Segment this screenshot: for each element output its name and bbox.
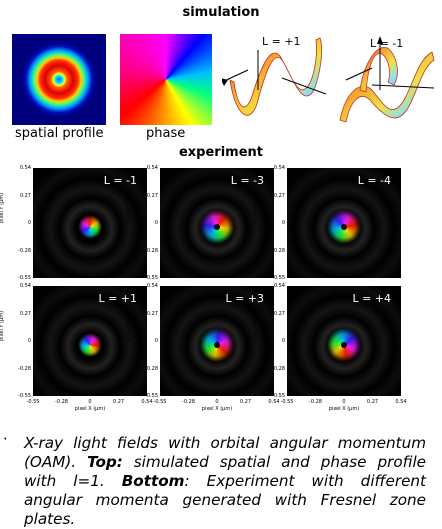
experiment-panel: L = -1 [33, 168, 147, 278]
panel-l-label: L = -1 [103, 174, 137, 187]
x-tick-label: -0.55 [280, 399, 294, 405]
y-tick-label: 0 [281, 220, 285, 226]
x-tick-label: 0.27 [366, 399, 379, 405]
y-tick-label: 0 [281, 338, 285, 344]
panel-l-label: L = +4 [352, 292, 391, 305]
x-tick-label: -0.28 [309, 399, 322, 405]
y-tick-label: 0.27 [273, 310, 285, 317]
spatial-profile-caption: spatial profile [15, 126, 104, 141]
summary-part-top: simulated spatial and phase profile with… [24, 453, 427, 490]
x-axis-label: pixel X (µm) [328, 406, 360, 412]
y-tick-label: -0.55 [18, 393, 31, 399]
x-tick-label: 0.54 [268, 399, 280, 405]
y-tick-label: 0 [27, 338, 31, 344]
experiment-panel: L = -3 [160, 168, 274, 278]
y-tick-label: 0.27 [19, 192, 31, 199]
x-tick-label: 0.54 [395, 399, 407, 405]
vortex-core [341, 342, 347, 348]
vortex-core [214, 224, 220, 230]
y-tick-label: 0.27 [19, 310, 31, 317]
y-tick-label: -0.28 [272, 365, 285, 372]
experiment-panel: L = -4 [287, 168, 401, 278]
y-tick-label: -0.28 [272, 247, 285, 254]
y-axis-label: pixel Y (µm) [0, 310, 5, 341]
y-tick-label: -0.55 [145, 275, 158, 281]
helix-plus-one-label: L = +1 [262, 35, 301, 48]
x-tick-label: 0.54 [141, 399, 153, 405]
phase-caption: phase [146, 126, 186, 141]
y-tick-label: 0.54 [273, 165, 285, 171]
y-tick-label: -0.55 [18, 275, 31, 281]
x-tick-label: 0.27 [112, 399, 125, 405]
y-axis-label: pixel Y (µm) [253, 192, 259, 223]
x-axis-label: pixel X (µm) [74, 406, 106, 412]
spatial-profile-image [12, 34, 106, 125]
y-tick-label: 0 [154, 220, 158, 226]
y-tick-label: 0.54 [273, 283, 285, 289]
y-tick-label: 0.27 [146, 310, 158, 317]
y-tick-label: -0.55 [145, 393, 158, 399]
y-tick-label: -0.55 [272, 275, 285, 281]
simulation-heading: simulation [182, 5, 260, 20]
summary-paragraph: X-ray light fields with orbital angular … [24, 434, 426, 529]
summary-bottom-label: Bottom [121, 472, 185, 490]
y-tick-label: 0.27 [273, 192, 285, 199]
x-tick-label: 0 [215, 399, 219, 405]
x-tick-label: -0.55 [26, 399, 40, 405]
y-tick-label: 0.54 [146, 283, 158, 289]
bullet-dot: · [3, 430, 8, 448]
vortex-core [341, 224, 347, 230]
helix-plus-one [222, 37, 327, 116]
phase-image [120, 34, 212, 125]
summary-top-label: Top: [87, 453, 123, 471]
vortex-intensity [78, 333, 102, 357]
panel-l-label: L = -3 [230, 174, 264, 187]
x-tick-label: 0 [88, 399, 92, 405]
y-tick-label: 0 [154, 338, 158, 344]
x-tick-label: 0 [342, 399, 346, 405]
experiment-heading: experiment [178, 145, 264, 160]
y-axis-label: pixel Y (µm) [253, 310, 259, 341]
y-tick-label: 0.54 [146, 165, 158, 171]
oam-helix-illustrations [222, 36, 435, 123]
x-tick-label: -0.55 [153, 399, 167, 405]
experiment-panel: L = +3 [160, 286, 274, 396]
panel-l-label: L = +3 [225, 292, 264, 305]
summary-part-intro: X-ray light fields with orbital angular … [24, 434, 426, 471]
x-tick-label: -0.28 [182, 399, 195, 405]
x-tick-label: -0.28 [55, 399, 68, 405]
vortex-intensity [78, 215, 102, 239]
y-tick-label: -0.28 [145, 365, 158, 372]
y-axis-label: pixel Y (µm) [126, 192, 132, 223]
vortex-core [214, 342, 220, 348]
y-tick-label: 0.54 [19, 283, 31, 289]
helix-minus-one-label: L = -1 [370, 37, 404, 50]
y-tick-label: 0 [27, 220, 31, 226]
experiment-panel: L = +1 [33, 286, 147, 396]
y-tick-label: -0.28 [145, 247, 158, 254]
x-tick-label: 0.27 [239, 399, 252, 405]
y-tick-label: 0.54 [19, 165, 31, 171]
x-axis-label: pixel X (µm) [201, 406, 233, 412]
panel-l-label: L = +1 [98, 292, 137, 305]
y-axis-label: pixel Y (µm) [126, 310, 132, 341]
panel-l-label: L = -4 [357, 174, 391, 187]
experiment-panel: L = +4 [287, 286, 401, 396]
y-axis-label: pixel Y (µm) [0, 192, 5, 223]
y-tick-label: -0.28 [18, 247, 31, 254]
helix-minus-one [339, 36, 435, 123]
y-tick-label: 0.27 [146, 192, 158, 199]
y-tick-label: -0.55 [272, 393, 285, 399]
y-tick-label: -0.28 [18, 365, 31, 372]
